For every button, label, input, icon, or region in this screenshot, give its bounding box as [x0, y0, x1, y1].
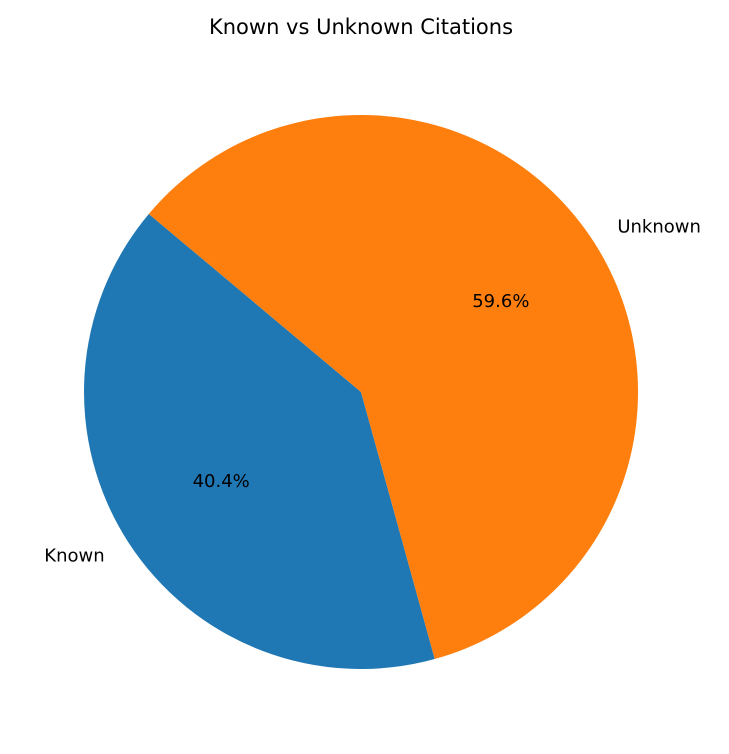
slice-percent-unknown: 59.6% — [472, 291, 529, 312]
slice-label-known: Known — [44, 546, 104, 567]
pie-slice-unknown — [148, 114, 639, 660]
pie-slice-known — [84, 213, 435, 669]
slice-label-unknown: Unknown — [617, 216, 701, 237]
slice-percent-known: 40.4% — [193, 471, 250, 492]
pie-slices — [84, 114, 639, 669]
pie-labels: Known 40.4% Unknown 59.6% — [44, 216, 701, 566]
chart-title: Known vs Unknown Citations — [209, 15, 513, 39]
